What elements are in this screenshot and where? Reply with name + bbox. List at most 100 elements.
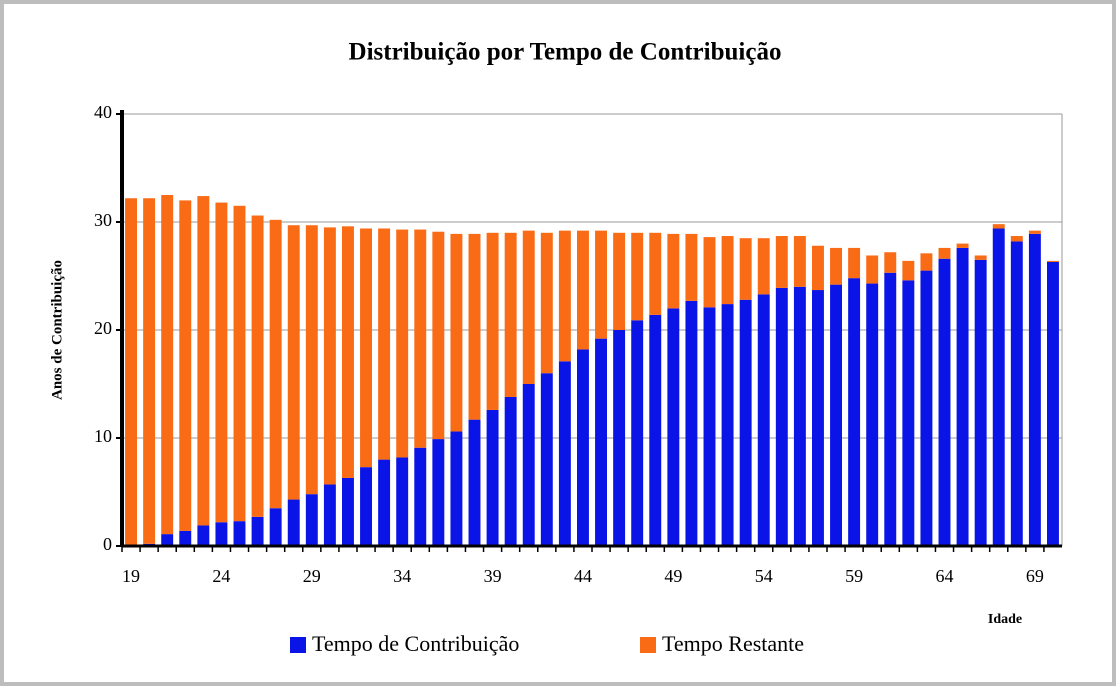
bar-segment bbox=[251, 215, 264, 517]
bar-segment bbox=[938, 258, 951, 546]
bar-segment bbox=[613, 330, 626, 546]
bar-segment bbox=[396, 229, 409, 458]
bar-segment bbox=[161, 195, 174, 535]
bar-segment bbox=[305, 225, 318, 495]
bar-segment bbox=[739, 299, 752, 546]
bar-segment bbox=[504, 232, 517, 397]
bar-segment bbox=[1010, 241, 1023, 546]
bar-segment bbox=[595, 338, 608, 546]
x-tick-label: 64 bbox=[936, 566, 954, 586]
bar-segment bbox=[775, 236, 788, 288]
y-tick-label: 0 bbox=[103, 534, 112, 554]
bar-segment bbox=[1010, 236, 1023, 242]
bar-segment bbox=[631, 232, 644, 321]
x-tick-label: 24 bbox=[212, 566, 230, 586]
bar-segment bbox=[667, 233, 680, 309]
bar-segment bbox=[703, 237, 716, 308]
bar-segment bbox=[956, 243, 969, 248]
bar-segment bbox=[974, 255, 987, 260]
bar-segment bbox=[522, 230, 535, 384]
bar-segment bbox=[396, 457, 409, 546]
bar-segment bbox=[848, 247, 861, 279]
x-tick-label: 39 bbox=[484, 566, 502, 586]
x-tick-label: 34 bbox=[393, 566, 411, 586]
bar-segment bbox=[540, 373, 553, 546]
bar-segment bbox=[197, 196, 210, 526]
bar-segment bbox=[341, 226, 354, 478]
bar-segment bbox=[233, 205, 246, 522]
bar-segment bbox=[649, 232, 662, 315]
x-axis-label: Idade bbox=[988, 612, 1022, 627]
bar-segment bbox=[215, 202, 228, 523]
bar-segment bbox=[323, 227, 336, 485]
bar-segment bbox=[920, 253, 933, 271]
bar-segment bbox=[866, 255, 879, 284]
bar-segment bbox=[793, 286, 806, 546]
x-tick-label: 19 bbox=[122, 566, 140, 586]
bar-segment bbox=[197, 525, 210, 546]
bar-segment bbox=[613, 232, 626, 330]
bar-segment bbox=[558, 361, 571, 546]
bar-segment bbox=[486, 409, 499, 546]
bar-segment bbox=[739, 238, 752, 300]
bar-segment bbox=[811, 290, 824, 546]
bar-segment bbox=[378, 459, 391, 546]
bar-segment bbox=[992, 228, 1005, 547]
bar-segment bbox=[251, 516, 264, 546]
bar-segment bbox=[287, 225, 300, 500]
x-tick-label: 54 bbox=[755, 566, 773, 586]
y-axis-label: Anos de Contribuição bbox=[49, 260, 65, 400]
chart: Distribuição por Tempo de Contribuição A… bbox=[49, 39, 1063, 656]
legend-swatch bbox=[640, 637, 656, 653]
bar-segment bbox=[757, 294, 770, 546]
bar-segment bbox=[884, 252, 897, 273]
bar-segment bbox=[595, 230, 608, 339]
bar-segment bbox=[179, 200, 192, 531]
bar-segment bbox=[305, 494, 318, 546]
bar-segment bbox=[341, 477, 354, 546]
bar-segment bbox=[902, 260, 915, 281]
bar-segment bbox=[1028, 230, 1041, 234]
x-tick-label: 29 bbox=[303, 566, 321, 586]
bar-segment bbox=[522, 384, 535, 546]
bar-segment bbox=[450, 431, 463, 546]
bar-segment bbox=[486, 232, 499, 410]
bar-segment bbox=[775, 287, 788, 546]
bar-segment bbox=[1046, 261, 1059, 546]
bar-segment bbox=[793, 236, 806, 287]
bar-segment bbox=[1046, 260, 1059, 262]
bar-segment bbox=[378, 228, 391, 460]
bar-segment bbox=[179, 530, 192, 546]
bar-segment bbox=[1028, 233, 1041, 546]
bar-segment bbox=[667, 308, 680, 546]
y-tick-label: 40 bbox=[94, 102, 112, 122]
bar-segment bbox=[811, 245, 824, 291]
bar-segment bbox=[558, 230, 571, 362]
bar-segment bbox=[992, 224, 1005, 229]
x-tick-label: 44 bbox=[574, 566, 592, 586]
bar-segment bbox=[269, 508, 282, 546]
x-tick-label: 59 bbox=[845, 566, 863, 586]
bar-segment bbox=[721, 236, 734, 305]
bar-segment bbox=[830, 284, 843, 546]
bar-segment bbox=[649, 314, 662, 546]
bar-segment bbox=[414, 229, 427, 448]
bar-segment bbox=[576, 230, 589, 350]
bar-segment bbox=[938, 247, 951, 259]
legend-label: Tempo Restante bbox=[662, 631, 804, 656]
x-tick-label: 69 bbox=[1026, 566, 1044, 586]
bar-segment bbox=[576, 349, 589, 546]
bar-segment bbox=[450, 233, 463, 432]
bar-segment bbox=[848, 278, 861, 546]
bar-segment bbox=[287, 499, 300, 546]
bar-segment bbox=[468, 233, 481, 420]
bar-segment bbox=[432, 439, 445, 546]
y-tick-label: 20 bbox=[94, 318, 112, 338]
bar-segment bbox=[703, 307, 716, 546]
bar-segment bbox=[360, 467, 373, 546]
bar-segment bbox=[360, 228, 373, 468]
bar-segment bbox=[414, 447, 427, 546]
bar-segment bbox=[125, 198, 138, 547]
bar-segment bbox=[685, 300, 698, 546]
bar-segment bbox=[215, 522, 228, 546]
